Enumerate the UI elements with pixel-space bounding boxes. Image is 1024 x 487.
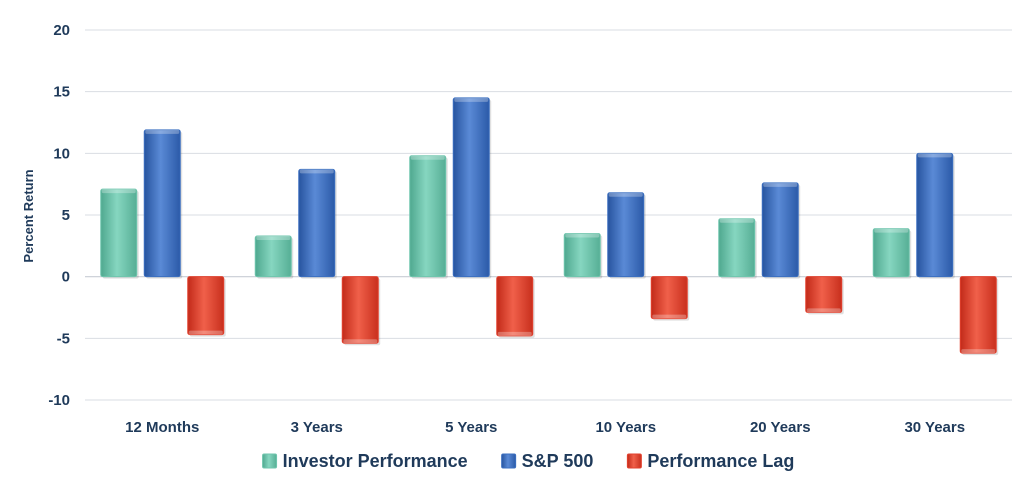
bar-s-p-500 (761, 182, 799, 278)
bar-highlight (101, 189, 136, 194)
legend-swatch (262, 453, 278, 469)
x-category-label: 10 Years (595, 419, 656, 436)
y-tick-label: -10 (48, 392, 70, 409)
legend-item: Investor Performance (262, 451, 468, 471)
x-category-label: 20 Years (750, 419, 811, 436)
bar-highlight (806, 308, 841, 313)
bar-s-p-500 (607, 192, 645, 278)
bar-highlight (256, 235, 291, 240)
bar-performance-lag (341, 276, 379, 344)
bar-highlight (299, 169, 334, 174)
bar-performance-lag (187, 276, 225, 336)
bar-highlight (343, 339, 378, 344)
bar-investor-performance (100, 188, 138, 278)
y-axis-label: Percent Return (21, 169, 36, 262)
y-tick-label: 10 (53, 145, 70, 162)
bar-investor-performance (872, 228, 910, 278)
bar-performance-lag (805, 276, 843, 313)
legend-label: Performance Lag (647, 451, 794, 471)
bar-highlight (874, 228, 909, 233)
y-tick-label: -5 (57, 330, 70, 347)
legend-swatch (626, 453, 642, 469)
bar-highlight (719, 218, 754, 223)
legend-label: Investor Performance (283, 451, 468, 471)
y-tick-label: 15 (53, 84, 70, 101)
bar-highlight (454, 97, 489, 102)
bar-performance-lag (496, 276, 534, 337)
bar-highlight (763, 182, 798, 187)
legend-item: Performance Lag (626, 451, 794, 471)
bar-highlight (917, 153, 952, 158)
bar-s-p-500 (143, 129, 181, 278)
bar-performance-lag (959, 276, 997, 354)
bar-s-p-500 (452, 97, 490, 278)
bar-highlight (652, 314, 687, 319)
bar-investor-performance (409, 155, 447, 278)
bar-s-p-500 (916, 152, 954, 278)
legend-label: S&P 500 (522, 451, 594, 471)
legend-item: S&P 500 (501, 451, 594, 471)
legend-swatch (501, 453, 517, 469)
bar-investor-performance (254, 235, 292, 278)
bar-s-p-500 (298, 168, 336, 278)
bar-highlight (961, 349, 996, 354)
y-tick-label: 0 (62, 269, 70, 286)
bar-highlight (188, 330, 223, 335)
legend: Investor Performance S&P 500 Performance L… (262, 451, 794, 471)
bar-highlight (565, 233, 600, 238)
bar-investor-performance (718, 218, 756, 278)
bar-highlight (608, 192, 643, 197)
bar-highlight (145, 129, 180, 134)
x-category-label: 30 Years (904, 419, 965, 436)
y-tick-label: 20 (53, 22, 70, 39)
bar-highlight (410, 155, 445, 160)
bar-investor-performance (563, 233, 601, 278)
bar-highlight (497, 331, 532, 336)
x-category-label: 12 Months (125, 419, 199, 436)
bar-performance-lag (650, 276, 688, 320)
x-category-label: 3 Years (291, 419, 343, 436)
x-category-label: 5 Years (445, 419, 497, 436)
y-tick-label: 5 (62, 207, 70, 224)
